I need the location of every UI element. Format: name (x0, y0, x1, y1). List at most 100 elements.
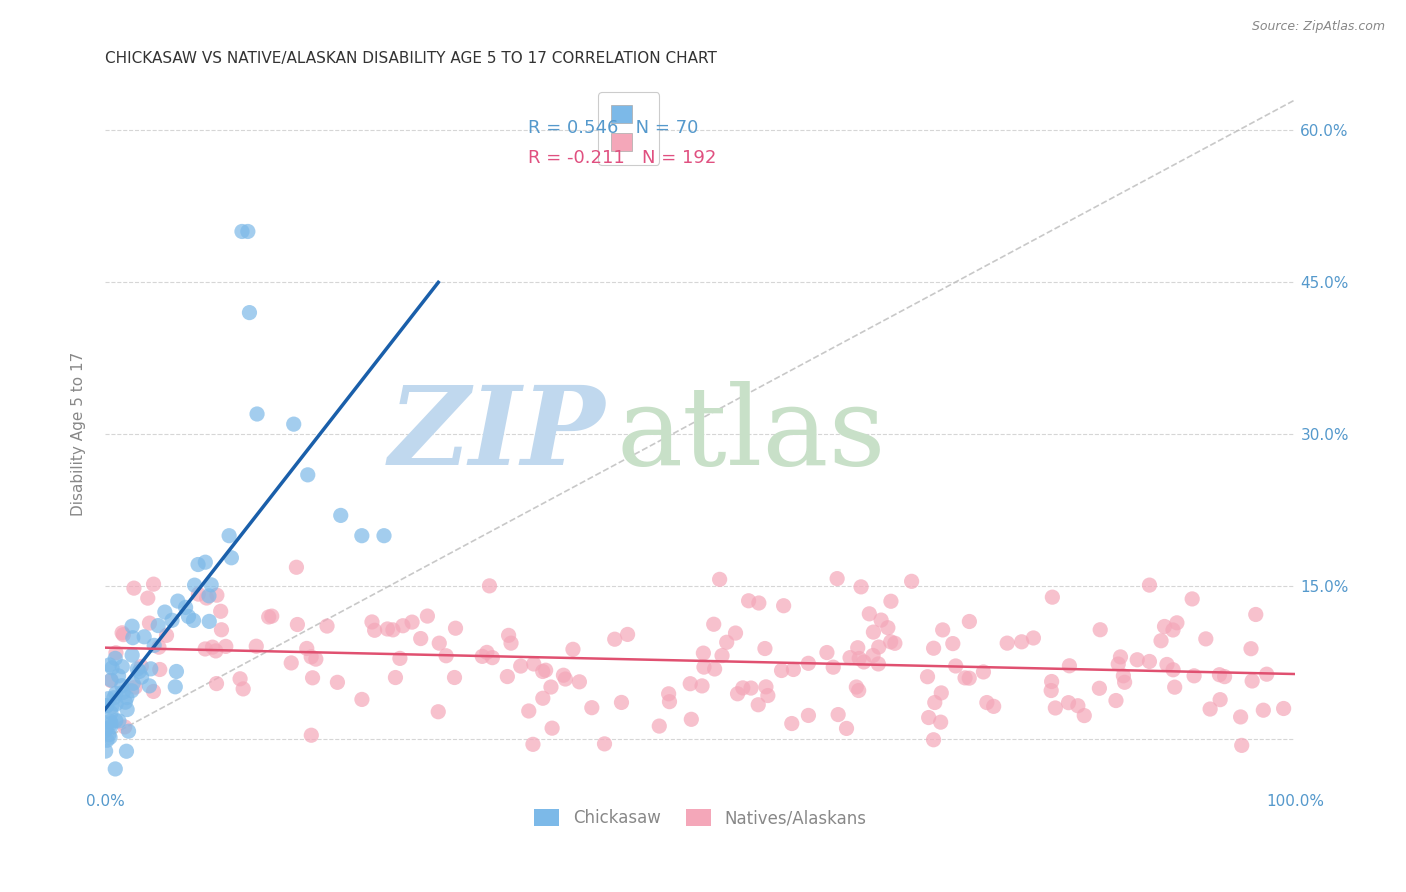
Point (1139, 578, 1161, 592)
Point (121, 619, 143, 633)
Point (522, 737, 544, 751)
Point (1040, 683, 1063, 698)
Point (478, 579, 501, 593)
Point (481, 650, 503, 665)
Point (839, 650, 862, 665)
Point (972, 665, 994, 679)
Point (1090, 623, 1112, 637)
Point (593, 737, 616, 751)
Point (122, 676, 145, 690)
Legend: Chickasaw, Natives/Alaskans: Chickasaw, Natives/Alaskans (527, 803, 873, 834)
Point (115, 702, 138, 716)
Point (205, 588, 228, 602)
Point (900, 574, 922, 589)
Point (823, 660, 845, 674)
Point (1256, 667, 1278, 681)
Point (852, 655, 875, 669)
Point (876, 621, 898, 635)
Text: R = -0.211   N = 192: R = -0.211 N = 192 (527, 149, 716, 167)
Point (957, 671, 980, 685)
Point (114, 695, 136, 709)
Point (1057, 696, 1080, 710)
Point (1114, 675, 1136, 690)
Point (165, 665, 187, 679)
Point (581, 700, 603, 714)
Point (94, 744, 117, 758)
Point (1208, 667, 1230, 681)
Point (287, 617, 309, 632)
Point (1161, 623, 1184, 637)
Point (127, 662, 149, 676)
Point (797, 708, 820, 723)
Point (201, 640, 224, 655)
Point (568, 674, 591, 689)
Point (879, 634, 901, 648)
Point (100, 673, 122, 688)
Point (260, 609, 283, 624)
Point (499, 636, 522, 650)
Point (531, 691, 554, 706)
Point (246, 407, 269, 421)
Point (100, 716, 122, 731)
Point (747, 698, 769, 712)
Point (1011, 635, 1033, 649)
Point (215, 640, 238, 654)
Point (772, 599, 794, 613)
Point (658, 687, 681, 701)
Point (221, 550, 243, 565)
Point (388, 651, 411, 665)
Point (148, 640, 170, 655)
Point (1229, 710, 1251, 724)
Point (924, 696, 946, 710)
Point (922, 641, 945, 656)
Point (194, 642, 217, 657)
Point (780, 716, 803, 731)
Point (409, 632, 432, 646)
Point (782, 663, 804, 677)
Point (401, 615, 423, 629)
Point (218, 529, 240, 543)
Point (128, 665, 150, 679)
Point (679, 676, 702, 690)
Point (471, 649, 494, 664)
Point (1040, 590, 1063, 604)
Point (121, 648, 143, 663)
Point (138, 616, 160, 631)
Point (1088, 681, 1111, 696)
Point (104, 646, 127, 660)
Point (257, 610, 280, 624)
Point (1109, 649, 1132, 664)
Point (174, 600, 197, 615)
Point (849, 580, 872, 594)
Point (114, 720, 136, 734)
Point (1105, 693, 1128, 707)
Point (124, 680, 146, 694)
Point (100, 720, 122, 734)
Point (96, 698, 118, 713)
Text: Source: ZipAtlas.com: Source: ZipAtlas.com (1251, 20, 1385, 33)
Point (953, 671, 976, 685)
Point (98, 657, 121, 672)
Point (108, 714, 131, 728)
Point (848, 651, 870, 665)
Point (200, 578, 222, 592)
Point (709, 573, 731, 587)
Point (329, 508, 352, 523)
Point (97, 691, 120, 706)
Point (1161, 663, 1184, 677)
Point (107, 669, 129, 683)
Point (232, 681, 254, 696)
Point (862, 648, 884, 663)
Point (1067, 698, 1090, 713)
Point (1253, 703, 1275, 717)
Point (983, 699, 1005, 714)
Point (693, 660, 716, 674)
Point (100, 706, 122, 720)
Point (1150, 633, 1173, 648)
Point (98, 714, 121, 729)
Point (517, 704, 540, 718)
Text: ZIP: ZIP (388, 381, 605, 488)
Point (880, 594, 903, 608)
Point (534, 663, 557, 677)
Point (155, 628, 177, 642)
